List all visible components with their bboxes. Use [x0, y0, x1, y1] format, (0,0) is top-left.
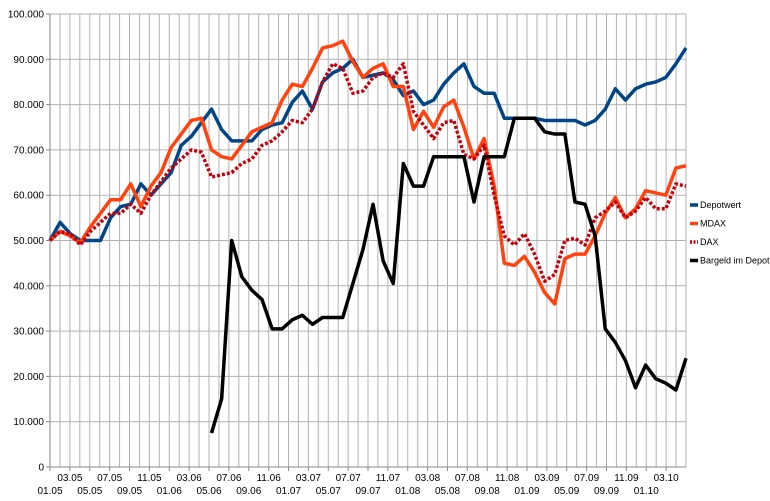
y-tick-label: 100.000	[8, 10, 45, 21]
series-line-depotwert	[48, 47, 688, 243]
legend-label-mdax: MDAX	[700, 219, 726, 229]
x-tick-label: 07.08	[455, 473, 480, 484]
x-tick-label: 03.08	[415, 473, 440, 484]
y-tick-label: 10.000	[13, 417, 44, 428]
series-line-dax	[48, 62, 687, 284]
x-tick-label: 11.07	[376, 473, 401, 484]
y-tick-label: 50.000	[13, 236, 44, 247]
x-tick-label: 01.05	[37, 486, 62, 497]
series-line-bargeld-im-depot	[209, 116, 688, 434]
x-tick-label: 03.06	[177, 473, 202, 484]
x-tick-label: 09.09	[594, 486, 619, 497]
y-tick-label: 20.000	[13, 372, 44, 383]
x-axis-tick-labels: 03.05 07.05 11.05 03.06 07.06 11.06 03.07 07.07…	[37, 473, 679, 497]
x-tick-label: 05.06	[196, 486, 221, 497]
series-lines	[48, 39, 688, 434]
grid-lines	[49, 13, 687, 468]
x-tick-label: 05.05	[77, 486, 102, 497]
x-tick-label: 11.05	[137, 473, 162, 484]
x-tick-label: 07.05	[97, 473, 122, 484]
y-axis-tick-labels: 0 10.000 20.000 30.000 40.000 50.000 60.000 70.…	[8, 10, 45, 474]
x-tick-label: 03.05	[57, 473, 82, 484]
x-tick-label: 03.10	[654, 473, 679, 484]
x-tick-label: 01.09	[514, 486, 539, 497]
y-tick-label: 30.000	[13, 327, 44, 338]
x-tick-label: 03.07	[296, 473, 321, 484]
x-tick-label: 07.07	[336, 473, 361, 484]
x-tick-label: 07.09	[574, 473, 599, 484]
y-tick-label: 40.000	[13, 281, 44, 292]
y-tick-label: 70.000	[13, 145, 44, 156]
x-tick-label: 11.09	[614, 473, 639, 484]
legend-label-bargeld-im-depot: Bargeld im Depot	[700, 256, 770, 266]
legend: Depotwert MDAX DAX Bargeld im Depot	[690, 200, 770, 266]
legend-label-depotwert: Depotwert	[700, 200, 742, 210]
x-tick-label: 05.07	[316, 486, 341, 497]
y-tick-label: 0	[38, 463, 44, 474]
series-line-mdax	[48, 39, 687, 306]
x-tick-label: 01.08	[395, 486, 420, 497]
x-tick-label: 09.08	[475, 486, 500, 497]
x-tick-label: 07.06	[216, 473, 241, 484]
x-tick-label: 01.10	[634, 486, 659, 497]
x-tick-label: 09.06	[236, 486, 261, 497]
x-tick-label: 05.08	[435, 486, 460, 497]
x-tick-label: 03.09	[534, 473, 559, 484]
x-tick-label: 11.06	[256, 473, 281, 484]
y-tick-label: 90.000	[13, 55, 44, 66]
y-tick-label: 60.000	[13, 191, 44, 202]
x-tick-label: 01.07	[276, 486, 301, 497]
x-tick-label: 05.09	[554, 486, 579, 497]
x-tick-label: 09.07	[355, 486, 380, 497]
legend-label-dax: DAX	[700, 237, 719, 247]
x-tick-label: 01.06	[157, 486, 182, 497]
x-tick-label: 09.05	[117, 486, 142, 497]
y-tick-label: 80.000	[13, 100, 44, 111]
x-tick-label: 11.08	[495, 473, 520, 484]
